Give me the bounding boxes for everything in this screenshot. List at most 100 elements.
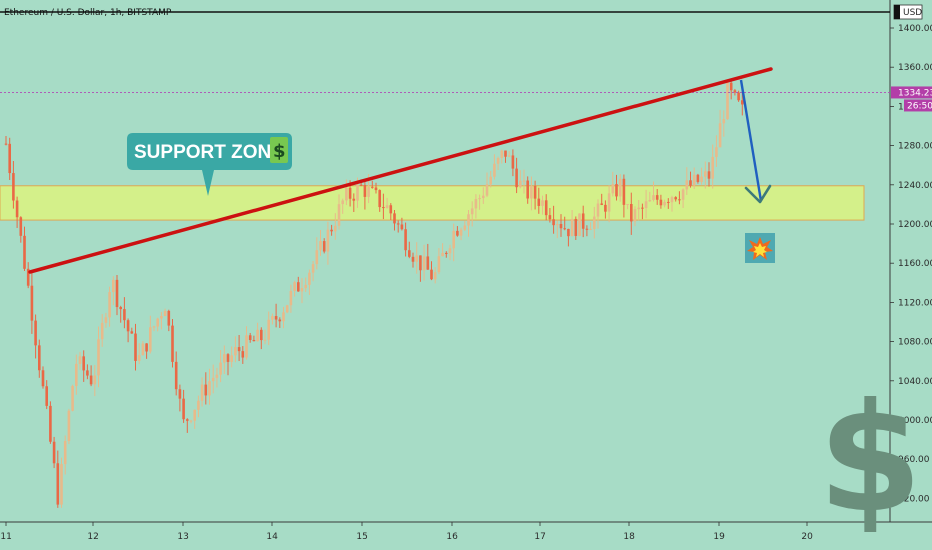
candle-up [367,186,370,197]
resistance-trendline[interactable] [28,67,773,274]
candle-up [556,223,559,226]
candle-down [330,229,333,232]
candle-up [223,354,226,363]
candle-up [104,317,108,323]
candle-down [533,185,537,199]
candle-up [156,318,159,327]
candle-down [167,310,171,326]
candle-up [141,343,145,356]
candle-up [607,193,611,212]
date-tick-label: 19 [713,532,725,542]
candle-up [112,279,115,293]
price-tick-label: 1400.00 [898,24,932,34]
candle-down [382,207,385,209]
candle-down [49,405,52,442]
candle-up [215,374,219,378]
candle-up [341,200,344,205]
candle-down [226,354,230,362]
candle-up [685,180,689,190]
candle-down [563,228,566,230]
candle-up [570,218,574,237]
candle-up [245,335,248,358]
candle-down [134,333,137,361]
candle-down [171,325,174,362]
candle-down [115,279,119,308]
candle-down [678,199,681,201]
support-zone[interactable] [0,185,865,221]
support-zone-callout[interactable]: SUPPORT ZONE $ [127,133,292,196]
candle-up [700,176,703,182]
candle-up [415,255,418,262]
candle-up [197,400,200,410]
candle-down [567,228,570,237]
candle-down [278,319,282,322]
candle-up [463,225,467,230]
candle-up [633,209,637,222]
candle-up [722,119,726,124]
candle-up [326,229,330,252]
support-zone-layer [0,185,865,221]
candle-up [681,189,685,200]
candle-up [189,420,193,422]
candle-down [322,241,326,252]
candle-down [41,370,45,387]
candle-up [670,197,674,203]
candle-up [230,355,233,362]
candle-down [419,255,422,271]
candle-down [23,235,26,269]
candle-down [348,187,352,199]
candle-up [618,178,622,197]
currency-selector[interactable]: USD [893,4,923,20]
candle-down [689,180,692,186]
candle-up [441,252,444,257]
candle-up [663,201,666,206]
candle-down [544,200,548,216]
candle-up [422,256,426,271]
candle-down [548,215,552,220]
candle-up [467,214,470,226]
candle-down [600,203,603,205]
candle-up [193,409,196,421]
candle-up [522,180,526,182]
candle-up [478,198,481,200]
candle-up [589,228,592,230]
symbol-title: Ethereum / U.S. Dollar, 1h, BITSTAMP [4,8,172,18]
candle-down [655,195,659,200]
candle-up [200,384,204,401]
candle-up [452,230,455,249]
svg-text:$: $ [273,141,286,162]
candle-down [178,389,182,399]
candle-up [289,290,293,306]
candle-up [500,150,504,159]
candle-down [182,398,185,420]
candle-up [78,356,82,364]
date-tick-label: 16 [446,532,458,542]
candle-up [345,187,348,201]
candle-up [271,316,274,320]
candle-down [581,213,585,229]
candle-down [4,143,8,145]
candle-down [552,219,555,226]
price-ticks: 1400.001360.001320.001280.001240.001200.… [890,24,932,504]
candle-down [82,356,85,371]
candle-down [741,100,744,105]
candle-up [93,375,97,385]
candle-down [274,316,278,320]
price-tick-label: 960.00 [898,455,930,465]
candle-down [559,223,563,229]
candle-up [541,200,544,206]
candle-up [308,272,311,285]
candle-down [130,331,134,334]
candle-up [652,195,655,200]
candle-down [445,252,448,254]
dollar-sign-icon: $ [270,137,288,163]
candle-down [378,190,381,208]
candle-up [319,241,322,251]
down-arrow[interactable] [739,79,772,204]
candle-up [67,410,71,441]
candle-down [574,218,578,236]
candle-down [696,174,700,182]
candle-down [659,199,663,206]
candle-up [470,208,474,215]
candle-up [448,248,452,254]
